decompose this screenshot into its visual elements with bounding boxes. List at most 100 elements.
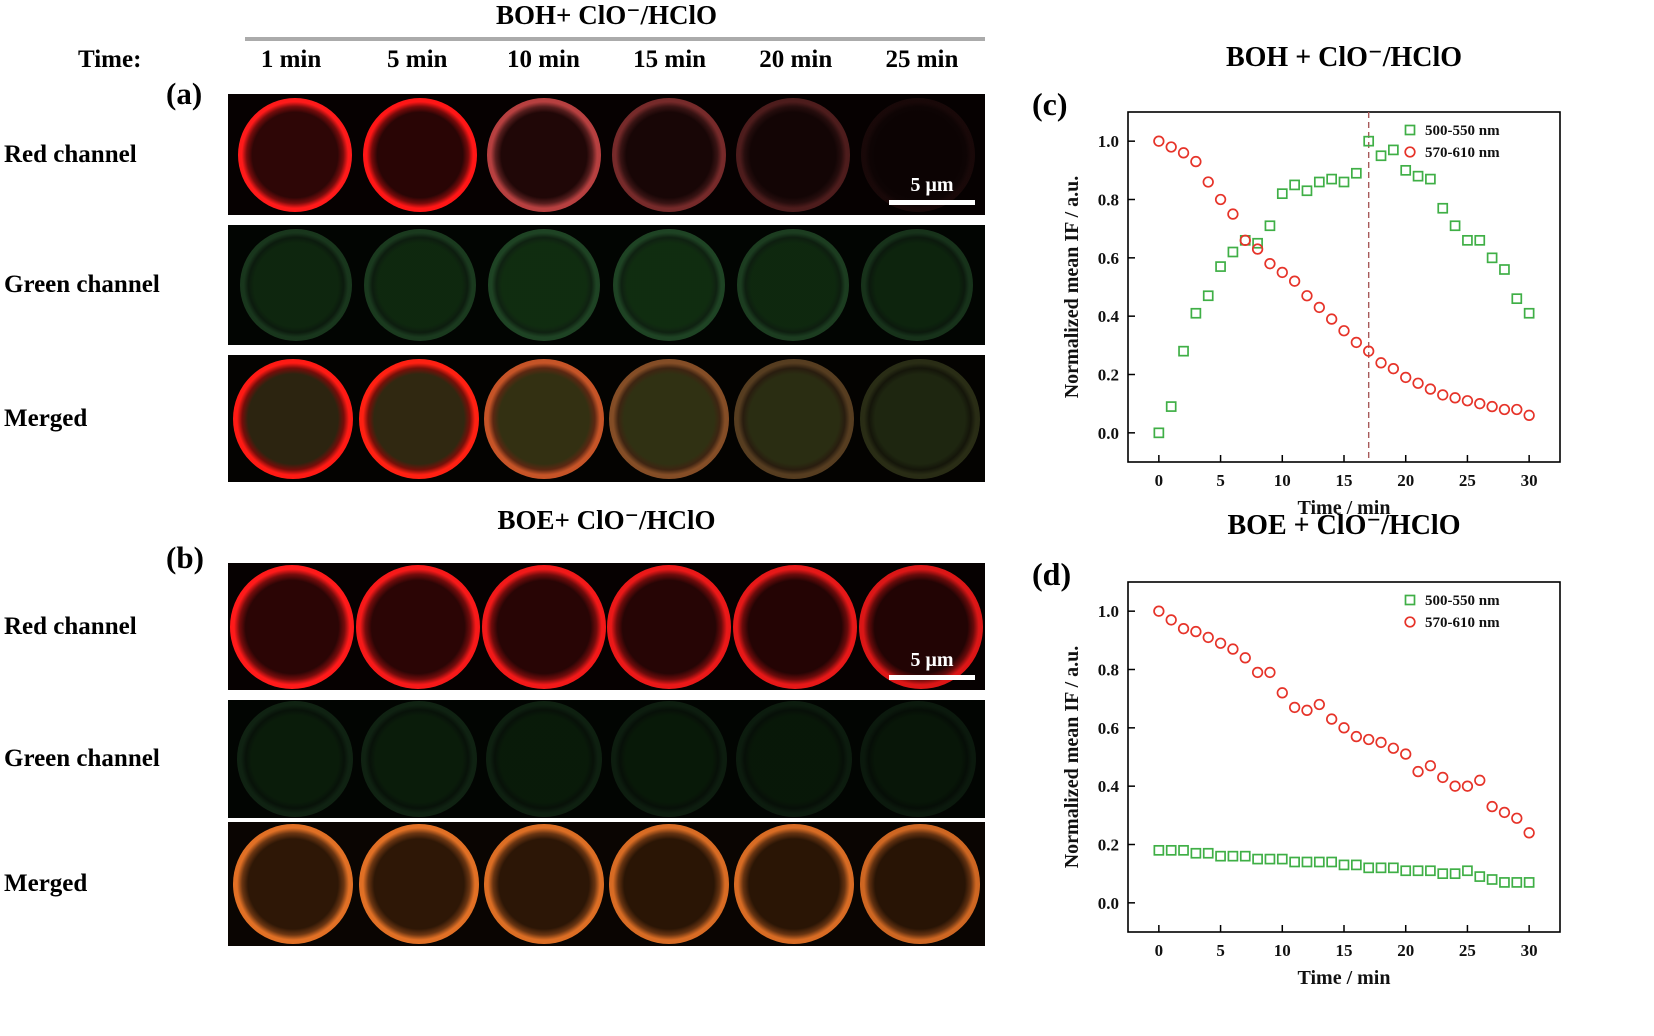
data-point [1474,871,1486,882]
scale-bar-label: 5 μm [910,174,954,196]
vesicle-merged [609,358,730,479]
data-point [1178,345,1189,357]
vesicle-merged [483,358,604,479]
data-point [1412,765,1424,778]
vesicle-merged [358,358,479,479]
data-point [1313,176,1325,188]
data-point [1214,637,1227,649]
x-axis-title: Time / min [1298,497,1391,518]
vesicle-red [860,97,975,212]
x-tick-label: 10 [1274,941,1291,960]
row-label-b-green: Green channel [4,745,160,772]
panel-c-letter: (c) [1032,86,1068,122]
legend-marker [1404,124,1416,136]
data-point [1239,652,1251,664]
series-570-610 nm [1153,605,1535,839]
x-tick-label: 20 [1397,471,1414,490]
data-point [1363,862,1375,874]
data-point [1239,850,1251,862]
data-point [1153,135,1165,147]
axes: 0.0 0.2 0.4 0.6 0.8 1.0 0 5 10 15 20 25 30 Normalized… [1061,581,1561,989]
x-axis-title: Time / min [1298,967,1391,989]
data-point [1227,643,1239,655]
panel-a-title-underline [245,37,985,41]
legend-label: 500-550 nm [1425,593,1500,609]
x-tick-label: 15 [1336,941,1353,960]
panel-d-letter: (d) [1032,556,1072,592]
data-point [1388,144,1399,156]
vesicle-green [361,701,478,817]
scale-bar-label: 5 μm [910,649,954,671]
data-point [1486,252,1498,264]
y-axis-title: Normalized mean IF / a.u. [1061,176,1083,399]
vesicle-green [486,701,603,817]
chart-d-title: BOE + ClO⁻/HClO [1227,510,1461,541]
data-point [1474,774,1486,786]
legend-label: 570-610 nm [1425,615,1500,631]
vesicle-merged [233,358,354,479]
data-point [1190,155,1202,168]
data-point [1202,290,1214,302]
scale-bar-line [889,675,975,680]
x-tick-label: 0 [1155,471,1164,490]
data-point [1313,856,1325,868]
legend: 500-550 nm 570-610 nm [1404,123,1500,161]
x-tick-label: 5 [1216,941,1225,960]
microscopy-strip-b-green [228,700,985,818]
data-point [1511,403,1523,416]
data-point [1424,383,1437,395]
panel-b-title: BOE+ ClO⁻/HClO [497,505,716,535]
data-point [1288,275,1301,287]
scale-bar: 5 μm [889,650,975,680]
data-point [1387,363,1400,375]
vesicle-merged [483,824,604,944]
legend-marker [1404,146,1416,158]
data-point [1461,395,1474,407]
chart-c-title: BOH + ClO⁻/HClO [1225,42,1463,73]
data-point [1350,336,1362,349]
row-label-b-red: Red channel [4,612,137,640]
vesicle-green [488,229,601,341]
data-point [1153,844,1165,856]
data-point [1375,357,1387,369]
data-point [1215,261,1226,272]
data-point [1338,722,1350,734]
data-point [1350,730,1362,743]
panel-a-letter: (a) [166,76,203,111]
x-tick-label: 5 [1216,471,1225,490]
data-point [1301,185,1313,197]
time-label-3: 10 min [506,46,580,73]
data-point [1412,377,1424,389]
vesicle-red [355,564,480,689]
row-label-b-merged: Merged [4,870,88,897]
data-point [1350,167,1362,179]
data-point [1449,780,1461,792]
data-point [1178,844,1189,856]
y-tick-label: 0.0 [1098,424,1119,443]
data-point [1276,188,1288,200]
data-point [1511,877,1523,888]
y-tick-label: 0.6 [1098,249,1119,268]
legend: 500-550 nm 570-610 nm [1404,593,1500,631]
data-point [1375,862,1387,874]
x-tick-label: 15 [1336,471,1353,490]
vesicle-merged [859,824,980,944]
time-label-1: 1 min [260,46,322,73]
data-point [1437,868,1449,880]
data-point [1523,307,1535,319]
data-point [1449,392,1461,404]
data-point [1215,850,1226,862]
vesicle-red [481,564,606,689]
series-570-610 nm [1153,135,1535,421]
vesicle-red [733,564,858,689]
data-point [1437,202,1449,214]
vesicle-green [736,229,849,341]
data-point [1289,179,1300,191]
data-point [1462,234,1473,246]
microscopy-strip-a-merged [228,355,985,482]
data-point [1363,733,1375,746]
row-label-a-green: Green channel [4,271,160,298]
data-point [1425,865,1436,877]
x-tick-label: 0 [1155,941,1164,960]
